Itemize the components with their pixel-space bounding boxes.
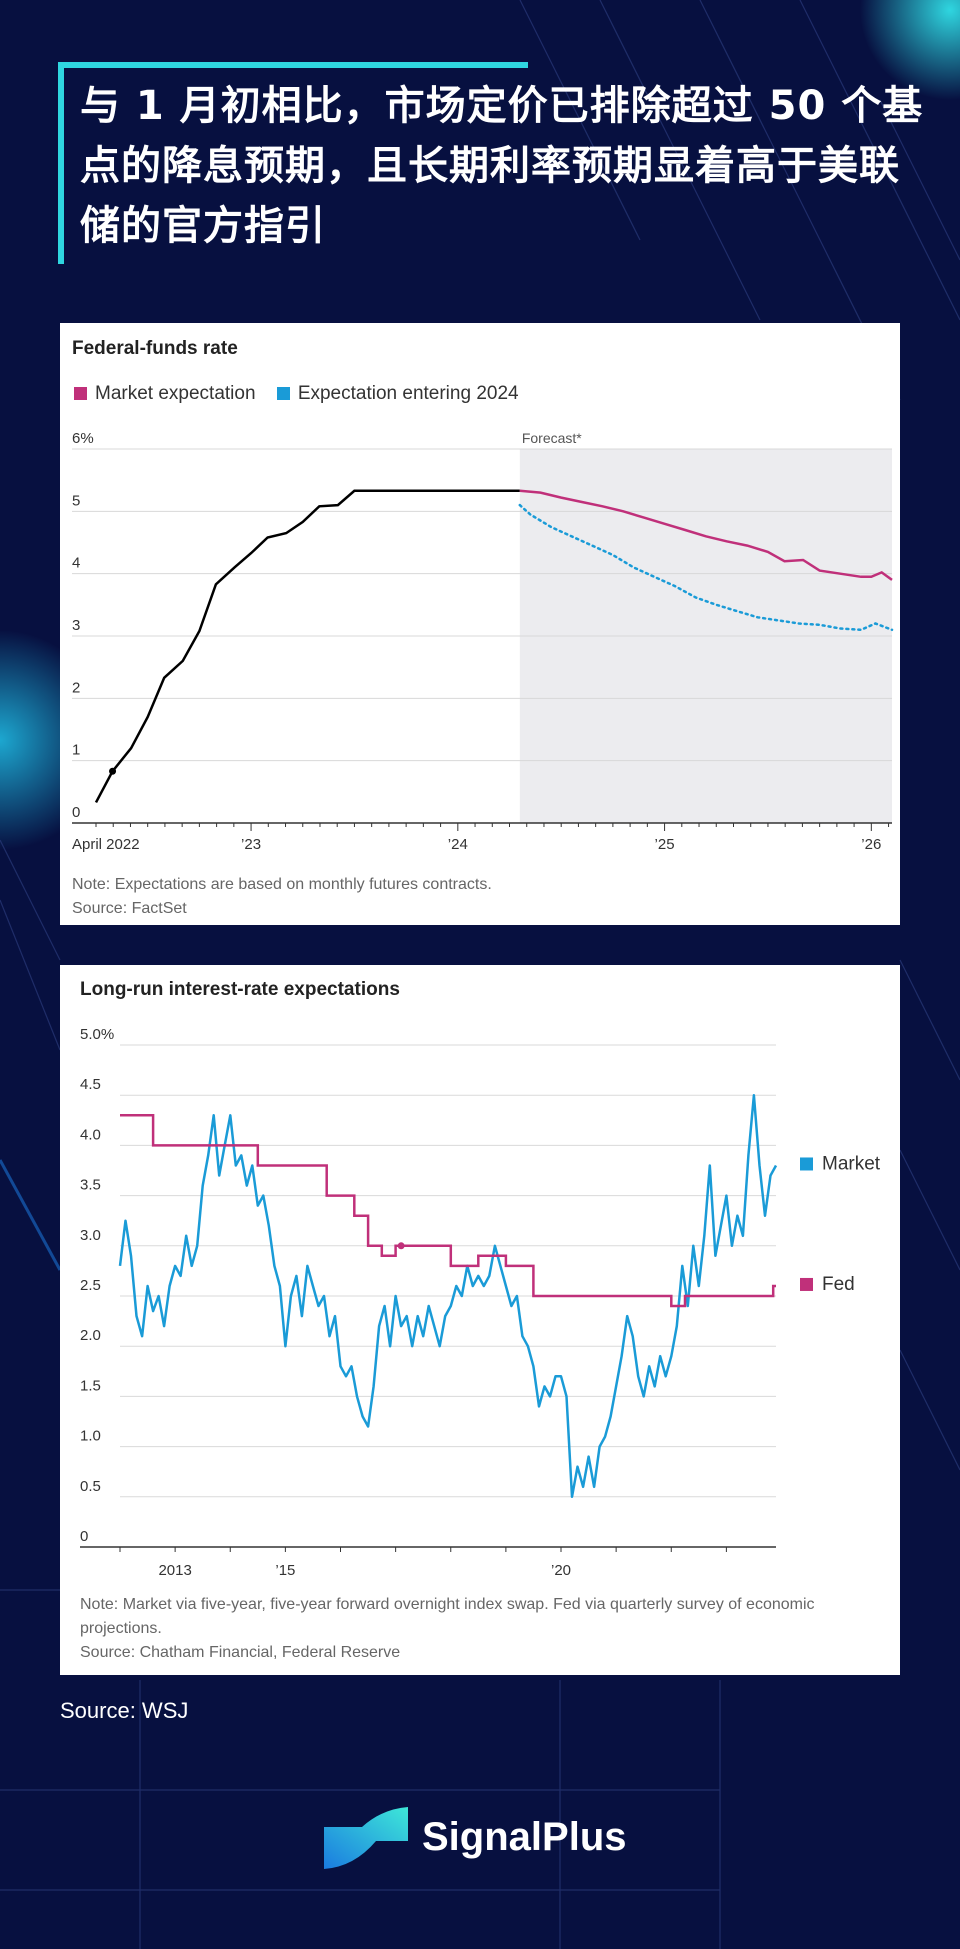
data-point — [109, 767, 117, 775]
legend-label-fed: Fed — [822, 1274, 855, 1295]
source-label: Source: WSJ — [60, 1698, 189, 1723]
y-tick-label: 3.5 — [80, 1177, 101, 1194]
x-tick-label: ’24 — [448, 836, 468, 853]
long-run-chart: 5.0% 4.5 4.0 3.5 3.0 2.5 2.0 1.5 1.0 0.5 0 2013 ’15 ’… — [80, 1026, 881, 1575]
y-tick-label: 1 — [72, 742, 80, 759]
y-tick-label: 6% — [72, 430, 94, 447]
accent-bar-top — [58, 62, 528, 68]
legend-label: Market expectation — [95, 383, 256, 404]
headline-text: 与 1 月初相比，市场定价已排除超过 50 个基点的降息预期，且长期利率预期显着… — [80, 83, 924, 249]
fed-funds-chart: Forecast* 6% 5 4 3 2 1 0 April 2022 ’23 ’24 ’25 ’26 — [72, 430, 894, 853]
legend-swatch-fed — [800, 1277, 813, 1291]
legend-swatch — [276, 387, 290, 401]
chart-source: Source: Chatham Financial, Federal Reser… — [80, 1644, 401, 1661]
legend-label-market: Market — [822, 1153, 881, 1174]
legend-label: Expectation entering 2024 — [297, 383, 519, 404]
y-tick-label: 0 — [72, 804, 80, 821]
forecast-label: Forecast* — [522, 430, 582, 446]
signalplus-logo-icon — [324, 1807, 408, 1869]
chart-note: Note: Expectations are based on monthly … — [72, 876, 492, 893]
chart-title: Federal-funds rate — [72, 338, 238, 359]
series-line-market — [118, 1093, 778, 1499]
series-line-actual — [94, 489, 520, 803]
legend-item-market: Market expectation — [74, 383, 256, 405]
x-tick-label: ’20 — [551, 1562, 571, 1575]
y-tick-label: 2.0 — [80, 1327, 101, 1344]
legend-item-entering: Expectation entering 2024 — [276, 383, 519, 405]
y-tick-label: 0 — [80, 1528, 88, 1545]
data-point — [397, 1242, 405, 1250]
brand-logo: SignalPlus — [322, 1805, 627, 1875]
legend-swatch — [74, 387, 87, 401]
x-tick-label: ’26 — [861, 836, 881, 853]
y-tick-label: 1.5 — [80, 1377, 101, 1394]
x-tick-label: 2013 — [158, 1562, 191, 1575]
x-tick-label: ’15 — [275, 1562, 295, 1575]
chart-title: Long-run interest-rate expectations — [80, 979, 400, 1000]
x-tick-label: ’23 — [241, 836, 261, 853]
long-run-card: Long-run interest-rate expectations 5.0%… — [60, 965, 900, 1675]
y-tick-label: 5.0% — [80, 1026, 114, 1043]
y-tick-label: 4.5 — [80, 1076, 101, 1093]
y-tick-label: 3 — [72, 617, 80, 634]
brand-name: SignalPlus — [422, 1815, 627, 1859]
accent-bar-left — [58, 62, 64, 264]
y-tick-label: 4.0 — [80, 1126, 101, 1143]
legend-swatch-market — [800, 1157, 813, 1171]
y-tick-label: 1.0 — [80, 1428, 101, 1445]
y-tick-label: 2.5 — [80, 1277, 101, 1294]
y-tick-label: 0.5 — [80, 1478, 101, 1495]
series-line-market-expectation — [519, 489, 893, 581]
chart-legend: Market expectation Expectation entering … — [74, 383, 535, 405]
x-tick-label: April 2022 — [72, 836, 140, 853]
fed-funds-card: Federal-funds rate Market expectation Ex… — [60, 323, 900, 925]
series-line-expectation-entering-2024 — [518, 503, 894, 632]
y-tick-label: 2 — [72, 679, 80, 696]
chart-source: Source: FactSet — [72, 900, 187, 917]
series-line-fed — [120, 1114, 776, 1308]
x-tick-label: ’25 — [655, 836, 675, 853]
y-tick-label: 4 — [72, 555, 80, 572]
y-tick-label: 5 — [72, 492, 80, 509]
y-tick-label: 3.0 — [80, 1227, 101, 1244]
chart-note: Note: Market via five-year, five-year fo… — [80, 1596, 815, 1637]
